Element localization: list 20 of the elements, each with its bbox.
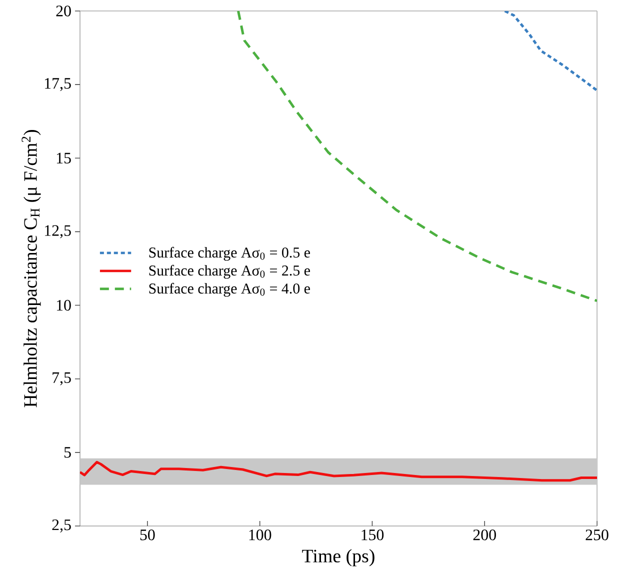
x-axis-title: Time (ps) [302,549,374,566]
y-tick-label: 17,5 [45,78,71,92]
legend-label: Surface charge Aσ$_{0}$ = 2.5 e [149,264,310,279]
y-tick-label: 7,5 [52,372,71,386]
line-series [237,10,598,302]
legend-label: Surface charge Aσ$_{0}$ = 0.5 e [149,246,310,261]
y-tick-label: 5 [64,447,71,458]
x-tick-label: 250 [586,530,608,540]
y-tick-label: 15 [56,152,71,164]
y-tick-label: 20 [56,6,71,16]
x-tick-label: 150 [362,530,384,540]
x-tick-label: 200 [473,530,496,540]
line-series [504,10,598,92]
y-tick-label: 10 [56,300,71,311]
y-axis-title: Helmholtz capacitance C$_{H}$ (μ F/cm$^{2}$) [22,130,41,408]
legend-label: Surface charge Aσ$_{0}$ = 4.0 e [149,282,310,297]
x-tick-label: 100 [249,530,272,540]
y-tick-label: 12,5 [45,225,71,238]
x-tick-label: 50 [140,530,155,540]
y-tick-label: 2,5 [52,520,71,533]
